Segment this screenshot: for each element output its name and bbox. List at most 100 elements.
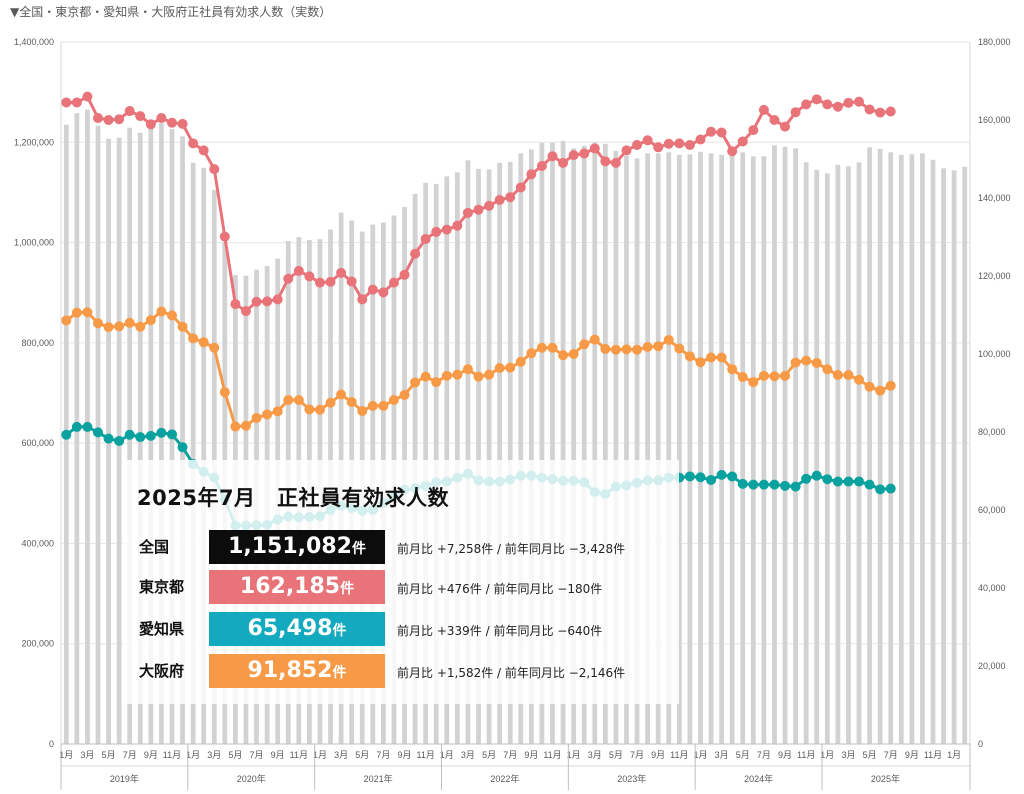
bar-national [920,153,925,744]
bar-national [814,169,820,745]
series-point [695,134,706,145]
series-point [505,192,516,203]
x-tick-label: 7月 [757,750,771,760]
series-point [251,412,262,423]
x-tick-label: 3月 [588,750,602,760]
series-point [505,362,516,373]
series-point [61,97,72,108]
x-tick-label: 1月 [440,750,454,760]
x-tick-label: 1月 [947,750,961,760]
y-right-tick-label: 160,000 [978,115,1011,125]
series-point [822,474,833,485]
series-point [71,307,82,318]
x-tick-label: 1月 [59,750,73,760]
series-point [367,400,378,411]
bar-national [761,156,767,745]
bar-national [888,152,894,745]
series-point [399,389,410,400]
series-point [156,306,167,317]
x-tick-label: 3月 [207,750,221,760]
series-point [875,107,886,118]
series-point [410,377,421,388]
series-point [219,231,230,242]
series-point [198,337,209,348]
bar-national [962,166,968,745]
series-point [716,127,727,138]
y-left-tick-label: 0 [49,739,54,749]
year-label: 2022年 [490,773,519,784]
series-point [188,138,199,149]
series-point [769,371,780,382]
x-tick-label: 1月 [693,750,707,760]
series-point [420,233,431,244]
x-tick-label: 5月 [736,750,750,760]
series-point [621,145,632,156]
series-point [484,200,495,211]
value-box: 162,185件 [209,570,385,604]
row-value: 65,498 [247,616,333,641]
series-point [251,296,262,307]
series-point [822,99,833,110]
x-tick-label: 11月 [290,750,308,760]
series-point [885,380,896,391]
x-tick-label: 7月 [630,750,644,760]
x-tick-label: 1月 [820,750,834,760]
year-label: 2020年 [237,773,266,784]
x-tick-label: 11月 [670,750,688,760]
bar-national [550,142,555,745]
series-point [547,342,558,353]
bar-national [856,162,862,745]
series-point [103,115,114,125]
series-point [780,370,791,381]
bar-national [454,172,460,744]
series-point [832,101,843,112]
bar-national [729,153,735,744]
bar-national [772,145,777,744]
x-tick-label: 1月 [186,750,200,760]
series-point [378,287,389,298]
series-point [473,204,484,215]
x-tick-label: 11月 [797,750,815,760]
x-tick-label: 5月 [355,750,369,760]
axis-layer: 0 200,000 400,000 600,000 800,000 1,000,000 1,… [14,37,1011,790]
series-point [494,363,505,374]
bar-national [867,147,872,745]
series-point [114,321,125,332]
x-tick-label: 11月 [543,750,561,760]
bar-national [190,162,196,744]
series-point [325,276,336,287]
series-point [885,483,896,494]
series-point [600,343,611,354]
x-tick-label: 3月 [715,750,729,760]
series-point [822,364,833,375]
series-point [209,164,220,175]
series-point [399,269,410,280]
series-point [484,369,495,380]
series-point [663,334,674,345]
series-point [526,348,537,359]
bar-national [782,146,788,744]
series-point [166,117,177,128]
series-point [758,479,769,490]
year-label: 2024年 [744,773,773,784]
series-point [103,322,114,333]
y-right-tick-label: 80,000 [978,427,1006,437]
series-point [357,294,368,305]
bar-national [824,173,830,745]
row-label: 愛知県 [139,620,185,638]
y-right-tick-label: 140,000 [978,193,1011,203]
row-label: 東京都 [139,578,185,596]
series-point [748,377,759,388]
bar-national [634,158,640,744]
series-point [388,395,399,406]
x-tick-label: 7月 [250,750,264,760]
series-point [780,121,791,132]
bar-national [465,160,471,744]
series-point [621,344,632,355]
series-point [378,400,389,411]
y-right-tick-label: 20,000 [978,661,1006,671]
x-tick-label: 9月 [778,750,792,760]
bar-national [687,154,693,744]
series-point [304,271,315,282]
series-point [716,352,727,363]
